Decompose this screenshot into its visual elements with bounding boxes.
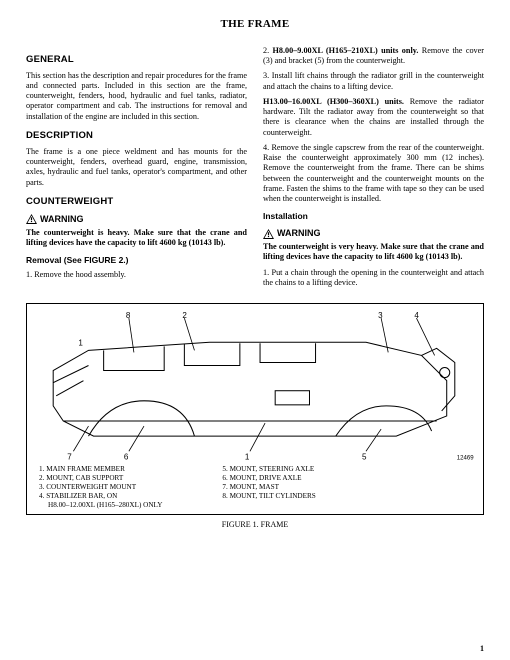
step-2: 2. H8.00–9.00XL (H165–210XL) units only.… (263, 46, 484, 67)
figure-legend: 1. MAIN FRAME MEMBER 2. MOUNT, CAB SUPPO… (33, 465, 477, 510)
svg-text:2: 2 (182, 311, 187, 320)
removal-heading: Removal (See FIGURE 2.) (26, 255, 247, 266)
legend-item-4: 4. STABILIZER BAR, ON (39, 492, 162, 501)
legend-right-list: 5. MOUNT, STEERING AXLE 6. MOUNT, DRIVE … (222, 465, 315, 510)
svg-text:3: 3 (378, 311, 383, 320)
removal-step-1: 1. Remove the hood assembly. (26, 270, 247, 280)
svg-text:1: 1 (245, 452, 250, 461)
figure-ref-number: 12469 (457, 455, 474, 461)
warning-icon (26, 214, 37, 224)
svg-text:4: 4 (414, 311, 419, 320)
legend-left-list: 1. MAIN FRAME MEMBER 2. MOUNT, CAB SUPPO… (39, 465, 162, 510)
svg-text:6: 6 (124, 452, 129, 461)
description-heading: DESCRIPTION (26, 130, 247, 142)
two-column-body: GENERAL This section has the description… (26, 46, 484, 293)
legend-item-5: 5. MOUNT, STEERING AXLE (222, 465, 315, 474)
svg-text:7: 7 (67, 452, 72, 461)
h13-note: H13.00–16.00XL (H300–360XL) units. Remov… (263, 97, 484, 138)
warning-label: WARNING (40, 214, 84, 225)
warning-heading-right: WARNING (263, 228, 484, 239)
svg-text:5: 5 (362, 452, 367, 461)
page-title: THE FRAME (26, 18, 484, 32)
general-paragraph: This section has the description and rep… (26, 71, 247, 122)
step-3: 3. Install lift chains through the radia… (263, 71, 484, 92)
install-step-1: 1. Put a chain through the opening in th… (263, 268, 484, 289)
legend-item-3: 3. COUNTERWEIGHT MOUNT (39, 483, 162, 492)
description-paragraph: The frame is a one piece weldment and ha… (26, 147, 247, 188)
warning-text-left: The counterweight is heavy. Make sure th… (26, 228, 247, 249)
legend-item-1: 1. MAIN FRAME MEMBER (39, 465, 162, 474)
svg-text:8: 8 (126, 311, 131, 320)
warning-label: WARNING (277, 228, 321, 239)
step-4: 4. Remove the single capscrew from the r… (263, 143, 484, 205)
legend-item-4b: H8.00–12.00XL (H165–280XL) ONLY (39, 501, 162, 510)
legend-item-8: 8. MOUNT, TILT CYLINDERS (222, 492, 315, 501)
page-number: 1 (480, 644, 484, 654)
frame-diagram: 8 2 3 4 7 6 1 1 5 12469 (33, 310, 477, 461)
legend-item-2: 2. MOUNT, CAB SUPPORT (39, 474, 162, 483)
warning-heading-left: WARNING (26, 214, 247, 225)
figure-caption: FIGURE 1. FRAME (26, 520, 484, 530)
general-heading: GENERAL (26, 54, 247, 66)
warning-text-right: The counterweight is very heavy. Make su… (263, 242, 484, 263)
left-column: GENERAL This section has the description… (26, 46, 247, 293)
figure-1-box: 8 2 3 4 7 6 1 1 5 12469 1. MAIN FRAME ME… (26, 303, 484, 515)
warning-icon (263, 229, 274, 239)
installation-heading: Installation (263, 211, 484, 222)
legend-item-6: 6. MOUNT, DRIVE AXLE (222, 474, 315, 483)
svg-text:1: 1 (78, 338, 83, 347)
counterweight-heading: COUNTERWEIGHT (26, 196, 247, 208)
legend-item-7: 7. MOUNT, MAST (222, 483, 315, 492)
right-column: 2. H8.00–9.00XL (H165–210XL) units only.… (263, 46, 484, 293)
